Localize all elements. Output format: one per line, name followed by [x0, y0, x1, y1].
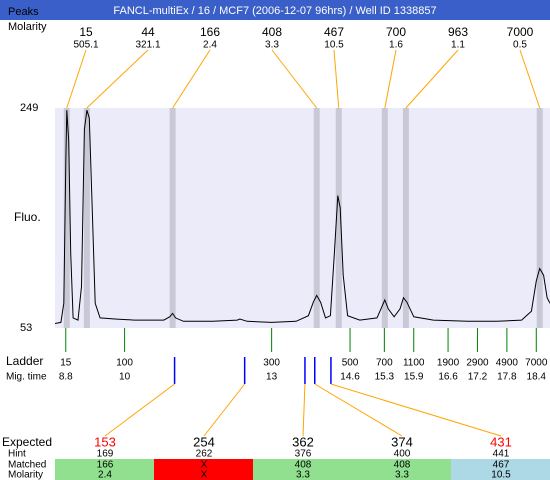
peak-size: 467	[324, 25, 344, 39]
peaks-row-label: Peaks	[8, 6, 39, 18]
migtime-row-label: Mig. time	[6, 372, 47, 383]
ladder-size: 1100	[403, 358, 425, 369]
chart-title: FANCL-multiEx / 16 / MCF7 (2006-12-07 96…	[113, 5, 436, 17]
peak-molarity: 1.6	[389, 40, 403, 51]
expected-value: 374	[391, 434, 413, 449]
peak-connector	[519, 49, 541, 109]
ladder-migtime: 15.9	[404, 372, 424, 383]
expected-connector	[104, 383, 175, 437]
match-cell	[154, 459, 253, 480]
peak-connector	[384, 49, 397, 109]
peak-connector	[333, 49, 340, 109]
ladder-size: 4900	[496, 358, 519, 369]
matched-molarity: 2.4	[98, 470, 112, 480]
molarity-row-label: Molarity	[8, 21, 47, 33]
ladder-size: 2900	[466, 358, 489, 369]
ladder-size: 7000	[525, 358, 548, 369]
peak-band	[63, 108, 70, 328]
plot-area	[55, 108, 550, 328]
peak-molarity: 321.1	[135, 40, 160, 51]
expected-value: 153	[94, 434, 116, 449]
expected-value: 362	[292, 434, 314, 449]
peak-molarity: 2.4	[203, 40, 217, 51]
ladder-size: 500	[342, 358, 359, 369]
ladder-migtime: 18.4	[527, 372, 547, 383]
y-tick-label: 249	[20, 102, 38, 114]
peak-band	[402, 108, 409, 328]
ladder-migtime: 17.2	[468, 372, 488, 383]
expected-connector	[302, 383, 306, 437]
ladder-migtime: 17.8	[497, 372, 517, 383]
ladder-migtime: 13	[266, 372, 278, 383]
peak-band	[83, 108, 90, 328]
ladder-size: 15	[60, 358, 72, 369]
expected-connector	[330, 383, 502, 437]
expected-row-label: Matched	[8, 460, 46, 471]
ladder-size: 700	[376, 358, 393, 369]
peak-molarity: 0.5	[513, 40, 527, 51]
expected-connector	[314, 383, 403, 437]
expected-connector	[203, 383, 246, 437]
matched-value: 408	[295, 460, 312, 471]
peak-size: 166	[200, 25, 220, 39]
peak-size: 44	[141, 25, 155, 39]
expected-value: 431	[490, 434, 512, 449]
expected-row-label: Hint	[8, 449, 26, 460]
matched-value: X	[201, 460, 208, 471]
matched-molarity: 3.3	[395, 470, 409, 480]
y-axis-label: Fluo.	[14, 210, 41, 224]
expected-row-label: Molarity	[8, 470, 43, 480]
match-cell	[55, 459, 154, 480]
expected-value: 254	[193, 434, 215, 449]
ladder-size: 1900	[437, 358, 460, 369]
peak-band	[381, 108, 388, 328]
peak-size: 408	[262, 25, 282, 39]
y-tick-label: 53	[20, 322, 32, 334]
match-cell	[451, 459, 550, 480]
ladder-row-label: Ladder	[6, 354, 43, 368]
peak-size: 963	[448, 25, 468, 39]
hint-value: 262	[196, 449, 213, 460]
matched-molarity: 3.3	[296, 470, 310, 480]
peak-size: 700	[386, 25, 406, 39]
peak-size: 15	[79, 25, 93, 39]
matched-molarity: 10.5	[491, 470, 511, 480]
peak-band	[536, 108, 543, 328]
match-cell	[352, 459, 451, 480]
ladder-size: 100	[116, 358, 133, 369]
peak-band	[335, 108, 342, 328]
ladder-migtime: 16.6	[438, 372, 458, 383]
hint-value: 441	[493, 449, 510, 460]
peak-molarity: 1.1	[451, 40, 465, 51]
peak-connector	[172, 49, 211, 109]
hint-value: 169	[97, 449, 114, 460]
peak-band	[169, 108, 176, 328]
peak-connector	[66, 49, 87, 109]
ladder-migtime: 10	[119, 372, 131, 383]
matched-value: 166	[97, 460, 114, 471]
ladder-size: 300	[263, 358, 280, 369]
peak-connector	[405, 49, 459, 109]
expected-row-label: Expected	[2, 435, 52, 449]
peak-connector	[86, 49, 149, 109]
peak-molarity: 505.1	[73, 40, 98, 51]
match-cell	[253, 459, 352, 480]
matched-value: 408	[394, 460, 411, 471]
title-bar	[0, 0, 550, 20]
peak-band	[313, 108, 320, 328]
peak-molarity: 3.3	[265, 40, 279, 51]
peak-molarity: 10.5	[324, 40, 344, 51]
ladder-migtime: 8.8	[59, 372, 73, 383]
trace-line	[54, 110, 550, 324]
hint-value: 400	[394, 449, 411, 460]
peak-connector	[271, 49, 318, 109]
peak-size: 7000	[507, 25, 534, 39]
matched-value: 467	[493, 460, 510, 471]
ladder-migtime: 14.6	[340, 372, 360, 383]
matched-molarity: X	[201, 470, 208, 480]
hint-value: 376	[295, 449, 312, 460]
ladder-migtime: 15.3	[375, 372, 395, 383]
